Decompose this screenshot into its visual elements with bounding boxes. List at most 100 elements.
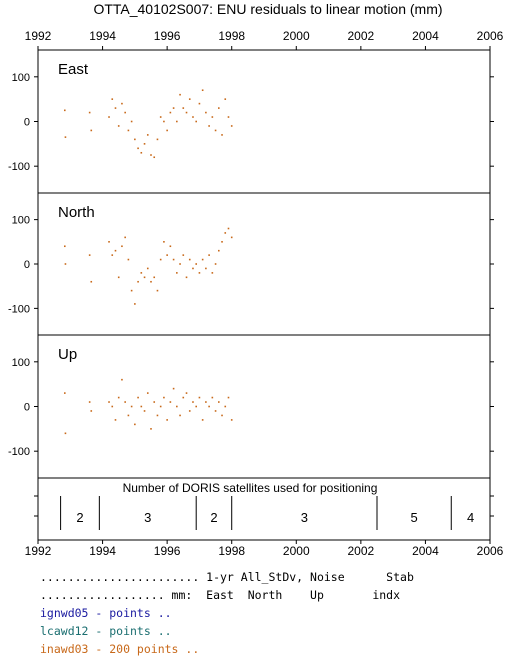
panel-east: East 100 0 -100 xyxy=(8,49,494,194)
data-point xyxy=(230,419,233,421)
segment-label: 5 xyxy=(411,510,418,525)
data-point xyxy=(127,414,130,417)
data-point xyxy=(185,111,188,114)
data-point xyxy=(127,258,130,261)
data-point xyxy=(221,134,223,136)
data-point xyxy=(124,111,126,114)
data-point xyxy=(192,116,194,118)
data-point xyxy=(208,405,210,408)
data-point xyxy=(114,249,117,252)
data-point xyxy=(224,98,227,100)
data-point xyxy=(134,303,136,305)
panel-frame xyxy=(37,192,491,336)
data-point xyxy=(134,423,136,426)
panel-frame xyxy=(37,49,491,194)
data-point xyxy=(195,263,197,265)
data-point xyxy=(182,254,185,256)
data-point xyxy=(205,401,207,403)
data-point xyxy=(111,405,114,408)
data-point xyxy=(182,107,185,109)
segment-label: 3 xyxy=(301,510,308,525)
data-point xyxy=(185,392,188,394)
x-tick-label: 2004 xyxy=(412,544,439,558)
x-tick-label: 1992 xyxy=(25,29,52,43)
data-point xyxy=(188,258,191,261)
data-point xyxy=(140,405,143,408)
data-point xyxy=(127,129,130,132)
x-tick-label: 2000 xyxy=(283,544,310,558)
data-point xyxy=(166,129,168,132)
data-point xyxy=(163,241,165,243)
stats-header-2: .................. mm: East North Up ind… xyxy=(40,588,401,602)
panel-label: East xyxy=(58,61,89,78)
legend-item-2: lcawd12 - points .. xyxy=(40,624,172,638)
panels: East 100 0 -100 North 100 0 -100 Up 100 0 -100 xyxy=(8,49,494,479)
data-point xyxy=(159,116,162,118)
data-point xyxy=(224,405,227,408)
data-point xyxy=(221,241,223,243)
data-point xyxy=(137,147,139,150)
data-point xyxy=(117,276,120,279)
data-point xyxy=(227,396,230,399)
data-point xyxy=(179,93,181,96)
data-point xyxy=(88,254,91,256)
data-point xyxy=(150,154,152,156)
data-point xyxy=(227,116,230,118)
data-point xyxy=(130,120,133,123)
x-tick-label: 1996 xyxy=(154,29,181,43)
data-point xyxy=(169,111,172,114)
data-point xyxy=(117,396,120,399)
y-tick-label: 0 xyxy=(24,402,30,414)
chart: OTTA_40102S007: ENU residuals to linear … xyxy=(8,1,504,558)
y-tick-label: 0 xyxy=(24,117,30,129)
data-point xyxy=(166,419,168,421)
chart-title: OTTA_40102S007: ENU residuals to linear … xyxy=(93,1,442,17)
data-point xyxy=(146,134,149,136)
data-point xyxy=(153,276,156,279)
data-point xyxy=(205,111,207,114)
data-point xyxy=(208,125,210,127)
data-point xyxy=(179,414,181,417)
data-point xyxy=(159,258,162,261)
data-point xyxy=(140,272,143,274)
top-axis: 1992 1994 1996 1998 2000 2002 2004 2006 xyxy=(25,29,504,50)
y-tick-label: -100 xyxy=(8,303,30,315)
data-point xyxy=(90,280,93,283)
data-point xyxy=(176,405,178,408)
data-point xyxy=(143,276,146,279)
data-point xyxy=(64,136,67,138)
data-point xyxy=(218,401,220,403)
data-point xyxy=(143,143,146,145)
data-point xyxy=(64,263,67,265)
data-point xyxy=(211,272,214,274)
data-point xyxy=(195,405,197,408)
data-point xyxy=(218,107,220,109)
data-point xyxy=(63,109,66,112)
data-point xyxy=(156,414,159,417)
segment-label: 4 xyxy=(467,510,474,525)
data-point xyxy=(182,396,185,399)
y-tick-label: 0 xyxy=(24,259,30,271)
x-tick-label: 1998 xyxy=(218,544,245,558)
y-tick-label: 100 xyxy=(12,357,30,369)
x-tick-label: 2002 xyxy=(348,544,375,558)
data-point xyxy=(221,414,223,417)
data-point xyxy=(188,98,191,100)
x-tick-label: 2006 xyxy=(477,544,504,558)
data-point xyxy=(146,392,149,394)
data-point xyxy=(111,254,114,256)
data-point xyxy=(166,254,168,256)
data-point xyxy=(195,120,197,123)
data-point xyxy=(201,258,204,261)
panel-label: North xyxy=(58,204,95,221)
x-tick-label: 2002 xyxy=(348,29,375,43)
data-point xyxy=(201,89,204,92)
y-tick-label: 100 xyxy=(12,72,30,84)
data-point xyxy=(169,401,172,403)
data-point xyxy=(205,267,207,270)
data-point xyxy=(163,120,165,123)
data-point xyxy=(90,410,93,412)
data-point xyxy=(156,289,159,292)
data-point xyxy=(153,401,156,403)
data-point xyxy=(188,410,191,412)
